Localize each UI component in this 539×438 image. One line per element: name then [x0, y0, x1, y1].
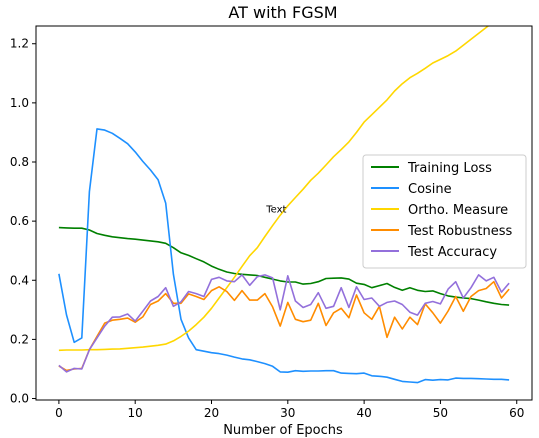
legend: Training Loss Cosine Ortho. Measure Test Ro… [362, 154, 527, 269]
x-tick-label: 20 [204, 406, 219, 420]
y-tick-label: 0.4 [10, 273, 29, 287]
x-tick-label: 30 [280, 406, 295, 420]
legend-box [362, 154, 527, 269]
y-tick-label: 1.0 [10, 96, 29, 110]
series-line-ortho-measure [58, 26, 490, 352]
series-line-test-accuracy [58, 274, 510, 373]
series-line-test-robustness [58, 280, 510, 372]
y-tick-label: 0.0 [10, 392, 29, 406]
y-tick-label: 0.6 [10, 214, 29, 228]
series-line-training-loss [58, 226, 510, 306]
y-tick-label: 1.2 [10, 37, 29, 51]
chart-annotation: Text [265, 204, 286, 215]
x-tick-label: 40 [356, 406, 371, 420]
legend-label: Cosine [408, 182, 452, 197]
y-tick-label: 0.2 [10, 332, 29, 346]
x-tick-label: 10 [128, 406, 143, 420]
chart-title: AT with FGSM [228, 3, 337, 22]
x-tick-label: 60 [509, 406, 524, 420]
legend-label: Test Accuracy [407, 245, 497, 260]
plot-frame [35, 25, 533, 401]
x-axis-label: Number of Epochs [223, 423, 343, 438]
y-tick-label: 0.8 [10, 155, 29, 169]
series-layer [58, 26, 510, 384]
x-tick-label: 0 [55, 406, 63, 420]
legend-label: Ortho. Measure [408, 203, 508, 218]
x-tick-label: 50 [433, 406, 448, 420]
legend-label: Training Loss [407, 161, 492, 176]
legend-label: Test Robustness [407, 224, 513, 239]
series-line-cosine [58, 128, 510, 384]
tick-layer: 0 10 20 30 40 50 60 0.0 0.2 0.4 0.6 0.8 1.0 1.2 [10, 37, 524, 420]
